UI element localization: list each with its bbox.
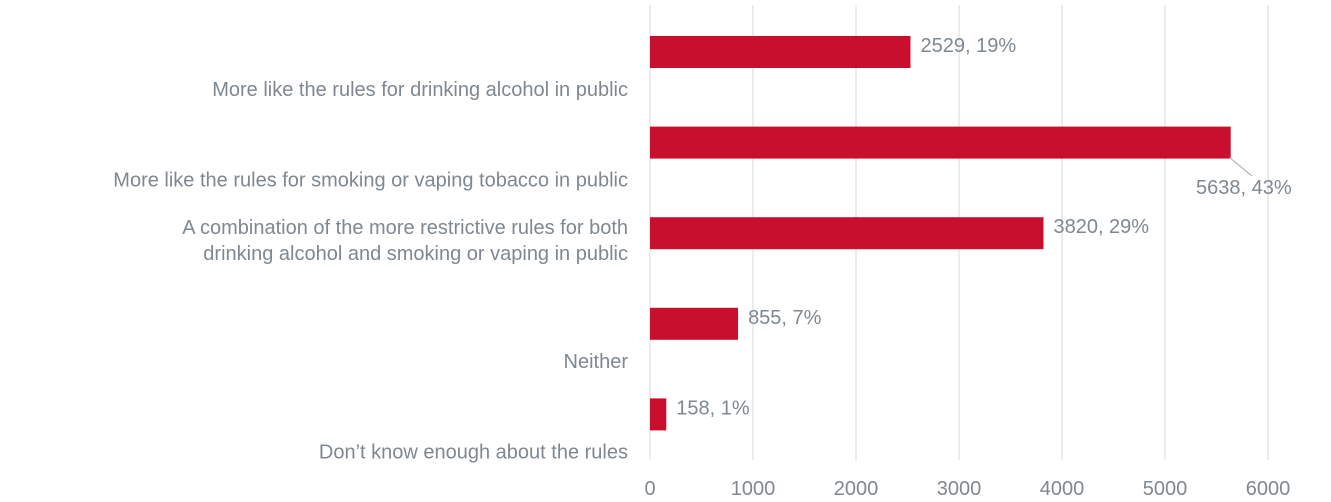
leader-line — [1229, 157, 1253, 177]
category-label: A combination of the more restrictive ru… — [182, 217, 628, 265]
bar — [650, 36, 911, 68]
x-tick-label: 1000 — [731, 478, 776, 500]
category-label: More like the rules for smoking or vapin… — [113, 170, 628, 192]
data-labels: 2529, 19% 5638, 43% 3820, 29% 855, 7% 158, 1… — [676, 35, 1292, 419]
data-label: 5638, 43% — [1196, 177, 1292, 199]
category-label: Neither — [564, 351, 629, 373]
x-tick-label: 4000 — [1040, 478, 1085, 500]
data-label: 3820, 29% — [1053, 216, 1149, 238]
x-axis-tick-labels: 0 1000 2000 3000 4000 5000 6000 — [644, 478, 1290, 500]
data-label: 158, 1% — [676, 397, 750, 419]
x-tick-label: 6000 — [1246, 478, 1291, 500]
bar — [650, 398, 667, 431]
data-label: 855, 7% — [748, 307, 822, 329]
bar — [650, 217, 1044, 250]
category-label: Don’t know enough about the rules — [319, 441, 628, 463]
x-tick-label: 3000 — [937, 478, 982, 500]
bars — [650, 36, 1231, 431]
category-label: More like the rules for drinking alcohol… — [212, 79, 628, 101]
bar — [650, 307, 739, 340]
category-labels: More like the rules for drinking alcohol… — [113, 79, 628, 463]
x-tick-label: 0 — [644, 478, 655, 500]
x-tick-label: 5000 — [1143, 478, 1188, 500]
x-tick-label: 2000 — [834, 478, 879, 500]
data-label: 2529, 19% — [920, 35, 1016, 57]
bar — [650, 126, 1231, 159]
